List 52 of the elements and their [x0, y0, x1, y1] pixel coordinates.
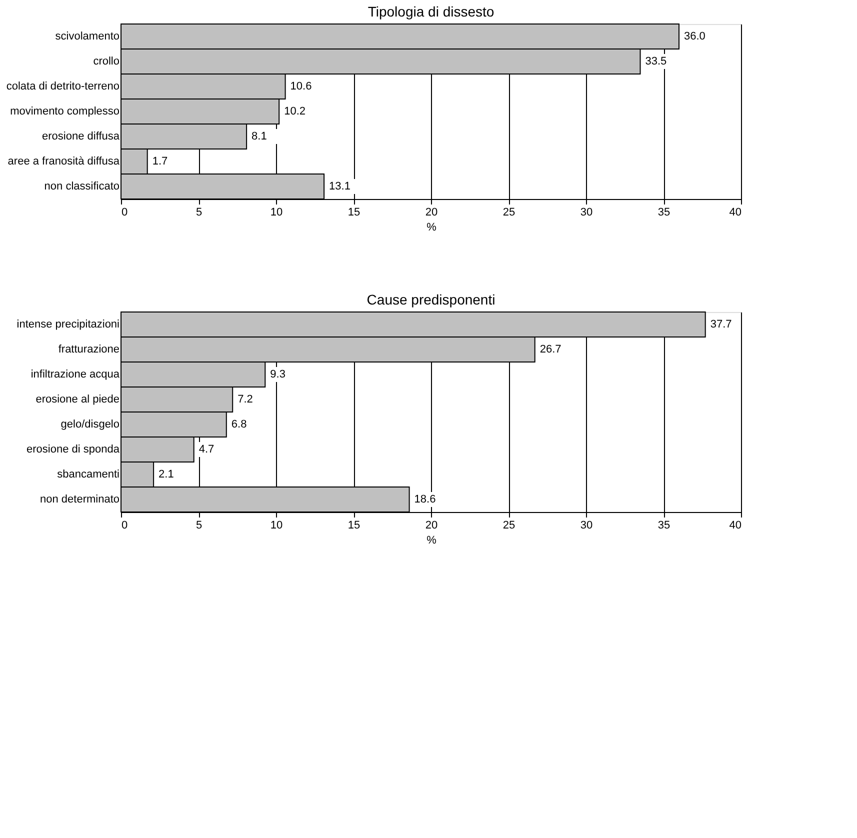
x-tick-label: 40 — [729, 206, 742, 218]
x-tick-label: 5 — [196, 206, 202, 218]
x-tick-label: 20 — [425, 520, 438, 532]
chart-title: Tipologia di dissesto — [368, 4, 494, 20]
y-tick-label: intense precipitazioni — [16, 318, 120, 330]
y-tick-label: aree a franosità diffusa — [8, 156, 120, 168]
y-tick-label: non classificato — [44, 180, 120, 192]
x-tick-label: 15 — [348, 520, 360, 532]
data-label: 33.5 — [645, 56, 667, 68]
data-label: 10.2 — [284, 106, 306, 118]
y-tick-label: movimento complesso — [10, 106, 120, 118]
y-tick-label: non determinato — [40, 494, 120, 506]
x-axis-title: % — [426, 534, 437, 546]
x-tick-label: 25 — [502, 206, 516, 218]
data-label: 7.2 — [238, 394, 253, 406]
x-tick-label: 15 — [348, 206, 360, 218]
y-tick-label: sbancamenti — [57, 468, 120, 480]
x-tick-label: 40 — [729, 520, 742, 532]
x-tick-label: 35 — [658, 206, 670, 218]
data-label: 6.8 — [231, 418, 247, 430]
x-tick-label: 35 — [658, 520, 670, 532]
y-tick-label: erosione diffusa — [42, 130, 120, 142]
x-tick-label: 20 — [425, 206, 438, 218]
x-tick-label: 25 — [502, 520, 516, 532]
y-tick-label: crollo — [93, 56, 120, 68]
data-label: 37.7 — [710, 318, 732, 330]
x-axis-title: % — [426, 222, 437, 234]
data-label: 4.7 — [198, 444, 214, 456]
data-label: 1.7 — [152, 156, 168, 168]
x-tick-label: 0 — [122, 206, 128, 218]
y-tick-label: fratturazione — [58, 344, 120, 356]
x-tick-label: 5 — [196, 520, 202, 532]
y-tick-label: erosione di sponda — [26, 444, 120, 456]
x-tick-label: 30 — [580, 206, 593, 218]
y-tick-label: erosione al piede — [36, 394, 120, 406]
x-tick-label: 10 — [270, 520, 283, 532]
data-label: 18.6 — [414, 494, 436, 506]
x-tick-label: 30 — [580, 520, 593, 532]
x-tick-label: 10 — [270, 206, 283, 218]
y-tick-label: colata di detrito-terreno — [6, 80, 120, 92]
data-label: 13.1 — [329, 180, 350, 192]
data-label: 26.7 — [540, 344, 562, 356]
data-label: 9.3 — [270, 368, 286, 380]
data-label: 36.0 — [684, 30, 706, 42]
x-tick-label: 0 — [122, 520, 128, 532]
data-label: 2.1 — [158, 468, 174, 480]
chart-title: Cause predisponenti — [366, 292, 496, 308]
data-label: 10.6 — [290, 80, 312, 92]
y-tick-label: gelo/disgelo — [60, 418, 120, 430]
y-tick-label: scivolamento — [55, 30, 120, 42]
y-tick-label: infiltrazione acqua — [30, 368, 120, 380]
data-label: 8.1 — [252, 130, 267, 142]
